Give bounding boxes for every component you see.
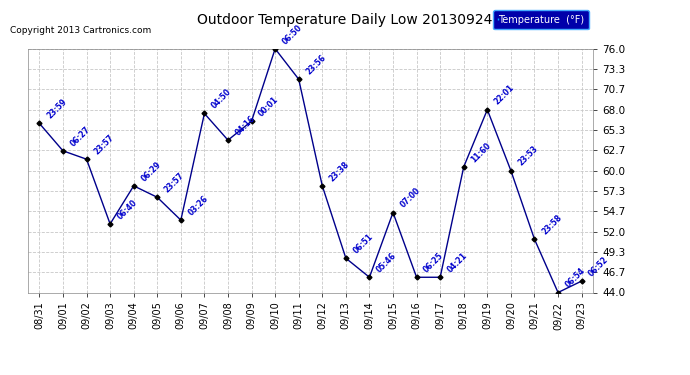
- Text: 04:21: 04:21: [446, 251, 469, 274]
- Text: 23:57: 23:57: [92, 133, 115, 156]
- Text: 05:46: 05:46: [375, 251, 398, 274]
- Text: 06:40: 06:40: [116, 198, 139, 221]
- Text: 06:29: 06:29: [139, 160, 163, 183]
- Text: 06:50: 06:50: [281, 22, 304, 46]
- Text: 06:51: 06:51: [351, 232, 375, 255]
- Text: 11:60: 11:60: [469, 141, 493, 164]
- Text: 00:01: 00:01: [257, 95, 281, 118]
- Text: 06:52: 06:52: [587, 255, 611, 278]
- Text: 23:59: 23:59: [45, 97, 68, 121]
- Text: 03:26: 03:26: [186, 194, 210, 217]
- Text: 23:58: 23:58: [540, 213, 564, 236]
- Text: Copyright 2013 Cartronics.com: Copyright 2013 Cartronics.com: [10, 26, 152, 35]
- Text: 23:53: 23:53: [516, 144, 540, 168]
- Text: 23:38: 23:38: [328, 160, 351, 183]
- Text: 06:27: 06:27: [68, 124, 92, 148]
- Text: 23:57: 23:57: [163, 171, 186, 195]
- Legend: Temperature  (°F): Temperature (°F): [493, 10, 589, 30]
- Text: 06:54: 06:54: [564, 266, 587, 290]
- Text: 04:50: 04:50: [210, 87, 233, 111]
- Text: 07:00: 07:00: [399, 186, 422, 210]
- Text: 04:16: 04:16: [233, 114, 257, 137]
- Text: 22:01: 22:01: [493, 84, 516, 107]
- Text: 23:56: 23:56: [304, 53, 328, 76]
- Text: Outdoor Temperature Daily Low 20130924: Outdoor Temperature Daily Low 20130924: [197, 13, 493, 27]
- Text: 06:25: 06:25: [422, 251, 446, 274]
